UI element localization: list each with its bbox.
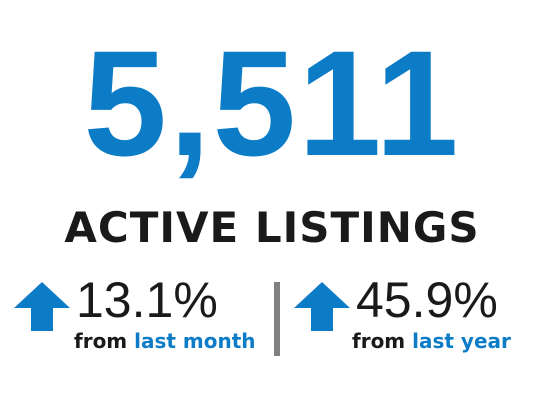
yearly-change-caption: from last year: [352, 328, 511, 354]
yearly-change-percent: 45.9%: [356, 272, 498, 328]
monthly-change-caption: from last month: [74, 328, 256, 354]
monthly-change-percent: 13.1%: [76, 272, 218, 328]
listings-label: ACTIVE LISTINGS: [64, 203, 480, 252]
listings-count: 5,511: [83, 19, 461, 187]
yearly-change-stat: 45.9% from last year: [292, 272, 532, 358]
arrow-up-icon: [12, 280, 72, 332]
yearly-change-prefix: from: [352, 329, 406, 353]
monthly-change-prefix: from: [74, 329, 128, 353]
monthly-change-stat: 13.1% from last month: [12, 272, 262, 358]
stat-divider: [274, 282, 280, 356]
monthly-change-period: last month: [134, 329, 256, 353]
yearly-change-period: last year: [412, 329, 511, 353]
arrow-up-icon: [292, 280, 352, 332]
